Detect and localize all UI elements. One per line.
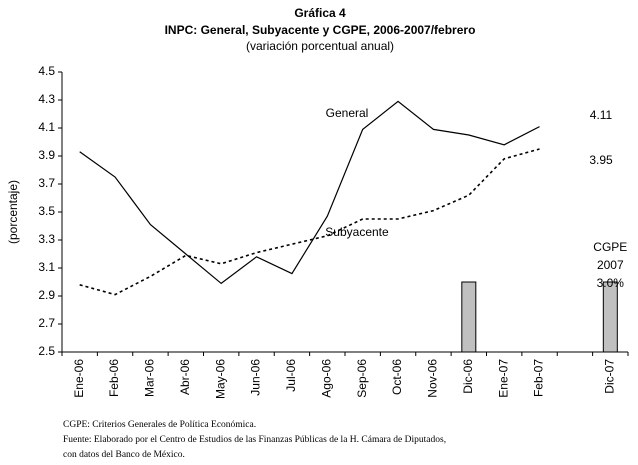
note: Fuente: Elaborado por el Centro de Estud… xyxy=(63,435,446,445)
chart-title: Gráfica 4 xyxy=(294,6,346,20)
y-axis-label: (porcentaje) xyxy=(6,180,20,244)
data-label: 3.95 xyxy=(589,153,613,167)
data-label: 4.11 xyxy=(590,108,613,122)
y-tick-label: 3.5 xyxy=(38,204,55,218)
bar-label: CGPE xyxy=(593,240,627,254)
bar xyxy=(602,281,618,353)
note: con datos del Banco de México. xyxy=(63,450,185,460)
y-tick-label: 3.7 xyxy=(38,176,55,190)
x-tick-label: Jun-06 xyxy=(249,359,263,396)
x-tick-label: Dic-06 xyxy=(461,359,475,394)
x-tick-label: Ago-06 xyxy=(319,359,333,398)
y-tick-label: 3.3 xyxy=(38,232,55,246)
x-tick-label: Jul-06 xyxy=(284,359,298,392)
data-label: 3.0% xyxy=(597,276,625,290)
x-tick-label: Feb-07 xyxy=(532,359,546,397)
y-tick-label: 4.1 xyxy=(38,120,55,134)
x-tick-label: Abr-06 xyxy=(178,359,192,395)
series-label: Subyacente xyxy=(325,225,389,239)
y-tick-label: 4.5 xyxy=(38,64,55,78)
chart-subtitle: (variación porcentual anual) xyxy=(246,39,394,53)
line xyxy=(79,100,540,285)
x-tick-label: Nov-06 xyxy=(426,359,440,398)
x-tick-label: Sep-06 xyxy=(355,359,369,398)
x-tick-label: Dic-07 xyxy=(602,359,616,394)
chart-subtitle: INPC: General, Subyacente y CGPE, 2006-2… xyxy=(165,23,476,37)
x-tick-label: Ene-06 xyxy=(72,359,86,398)
annotation: 2007 xyxy=(597,258,624,272)
x-tick-label: May-06 xyxy=(213,359,227,399)
y-tick-label: 2.7 xyxy=(38,316,55,330)
y-tick-label: 3.9 xyxy=(38,148,55,162)
x-tick-label: Oct-06 xyxy=(390,359,404,395)
series-label: General xyxy=(326,106,369,120)
x-tick-label: Ene-07 xyxy=(496,359,510,398)
note: CGPE: Criterios Generales de Política Ec… xyxy=(63,420,256,430)
y-tick-label: 4.3 xyxy=(38,92,55,106)
x-tick-label: Mar-06 xyxy=(143,359,157,397)
y-tick-label: 2.9 xyxy=(38,288,55,302)
x-tick-label: Feb-06 xyxy=(107,359,121,397)
y-tick-label: 3.1 xyxy=(38,260,55,274)
y-tick-label: 2.5 xyxy=(38,344,55,358)
bar xyxy=(461,281,477,353)
